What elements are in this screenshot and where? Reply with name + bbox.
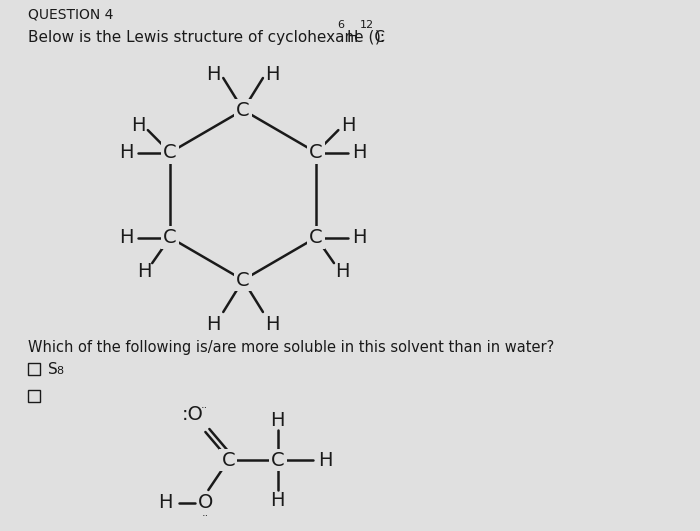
Text: C: C — [237, 270, 250, 289]
Text: C: C — [221, 450, 235, 469]
Text: H: H — [271, 410, 285, 430]
Text: S: S — [48, 362, 57, 376]
Text: H: H — [341, 116, 356, 134]
Text: :O: :O — [181, 406, 204, 424]
Text: Which of the following is/are more soluble in this solvent than in water?: Which of the following is/are more solub… — [28, 340, 554, 355]
Text: ··: ·· — [201, 403, 208, 413]
Text: H: H — [353, 143, 367, 162]
Text: H: H — [265, 65, 280, 84]
Text: H: H — [265, 314, 280, 333]
Bar — [28, 390, 40, 402]
Text: C: C — [237, 100, 250, 119]
Text: H: H — [137, 262, 151, 280]
Text: H: H — [346, 30, 358, 45]
Text: 8: 8 — [57, 366, 64, 376]
Text: H: H — [335, 262, 349, 280]
Text: 6: 6 — [337, 20, 344, 30]
Text: H: H — [131, 116, 145, 134]
Text: C: C — [309, 228, 323, 247]
Text: H: H — [119, 143, 134, 162]
Bar — [28, 363, 40, 375]
Text: H: H — [119, 228, 134, 247]
Text: O: O — [197, 493, 213, 512]
Text: C: C — [163, 228, 177, 247]
Text: 12: 12 — [360, 20, 374, 30]
Text: H: H — [206, 314, 220, 333]
Text: Below is the Lewis structure of cyclohexane (C: Below is the Lewis structure of cyclohex… — [28, 30, 385, 45]
Text: C: C — [271, 450, 285, 469]
Text: QUESTION 4: QUESTION 4 — [28, 8, 113, 22]
Text: H: H — [353, 228, 367, 247]
Text: ):: ): — [375, 30, 386, 45]
Text: C: C — [309, 143, 323, 162]
Text: C: C — [163, 143, 177, 162]
Text: H: H — [318, 450, 332, 469]
Text: H: H — [271, 491, 285, 510]
Text: H: H — [206, 65, 220, 84]
Text: ··: ·· — [202, 511, 209, 521]
Text: H: H — [158, 493, 173, 512]
